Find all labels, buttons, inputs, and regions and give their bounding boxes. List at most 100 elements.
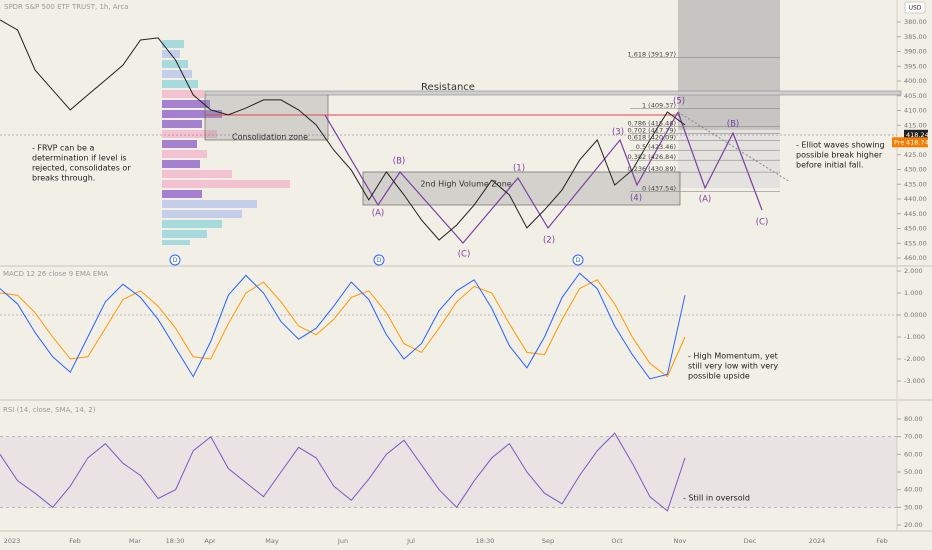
pane-title: RSI (14, close, SMA, 14, 2) [3,406,96,414]
note: - FRVP can be a [32,144,94,153]
wave-label: (C) [458,250,471,260]
dividend-marker [169,254,181,266]
zone-label: 2nd High Volume Zone [420,180,511,189]
x-tick-label: May [265,537,279,545]
note: possible upside [688,372,750,381]
dividend-label: D [173,257,178,264]
x-tick-label: Mar [129,537,142,545]
x-tick-label: Nov [674,537,687,545]
note: - Still in oversold [683,494,750,503]
dividend-marker [572,254,584,266]
note: - High Momentum, yet [688,352,778,361]
y-tick-label: 50.00 [904,468,923,476]
note: still very low with very [688,362,778,371]
fib-label: 0.702 (417.79) [628,126,677,134]
elliott-wave [324,111,679,244]
wave-label: (A) [372,209,384,219]
x-tick-label: 18:30 [476,537,495,545]
x-tick-label: Feb [876,537,888,545]
note: - Elliot waves showing [796,141,885,150]
y-tick-label: 0.0000 [904,311,927,319]
x-tick-label: 18:30 [166,537,185,545]
y-tick-label: 410.00 [904,107,927,115]
y-tick-label: 380.00 [904,18,927,26]
y-tick-label: 425.00 [904,151,927,159]
currency-badge [904,1,926,14]
wave-label: (C) [756,218,769,228]
y-tick-label: 395.00 [904,62,927,70]
wave-label: (B) [727,120,739,130]
wave-label: (4) [630,194,642,204]
y-tick-label: 415.00 [904,121,927,129]
note: breaks through. [32,174,95,183]
y-tick-label: 40.00 [904,486,923,494]
y-tick-label: 60.00 [904,450,923,458]
currency: USD [909,5,922,12]
pre-price: 418.74 [906,138,929,146]
y-tick-label: 30.00 [904,503,923,511]
projection-box [678,130,780,188]
y-tick-label: 450.00 [904,225,927,233]
signal-line [0,279,686,378]
y-tick-label: 80.00 [904,415,923,423]
wave-label: (2) [543,236,555,246]
symbol-title: SPDR S&P 500 ETF TRUST, 1h, Arca [4,3,128,11]
x-tick-label: Dec [744,537,757,545]
y-tick-label: 390.00 [904,48,927,56]
last-price: 418.24 [906,131,929,139]
note: determination if level is [32,154,127,163]
pane-title: MACD 12 26 close 9 EMA EMA [3,270,108,278]
fib-label: 1.618 (391.97) [628,50,677,58]
y-tick-label: 385.00 [904,33,927,41]
wave-label: (1) [513,164,525,174]
y-tick-label: 20.00 [904,521,923,529]
dividend-label: D [377,257,382,264]
price-line [0,19,686,241]
note: rejected, consolidates or [32,164,131,173]
consolidation-zone [204,92,329,141]
x-tick-label: Jun [337,537,348,545]
fib-label: 0 (437.54) [642,185,676,193]
y-tick-label: -3.000 [904,377,925,385]
y-tick-label: -2.000 [904,355,925,363]
fib-label: 0.618 (420.09) [628,133,677,141]
y-tick-label: 460.00 [904,254,927,262]
fib-label: 0.382 (426.84) [628,153,677,161]
y-tick-label: 1.000 [904,289,923,297]
x-tick-label: 2024 [809,537,826,545]
wave-label: (A) [699,195,711,205]
x-tick-label: Sep [542,537,554,545]
fib-label: 0.786 (415.46) [628,120,677,128]
y-tick-label: 400.00 [904,77,927,85]
last-price-badge [904,129,928,140]
note: possible break higher [796,151,883,160]
y-tick-label: 430.00 [904,166,927,174]
y-tick-label: 2.000 [904,267,923,275]
zone-label: Resistance [421,82,475,93]
y-tick-label: 440.00 [904,195,927,203]
y-tick-label: 455.00 [904,239,927,247]
macd-line [0,272,686,380]
x-tick-label: Oct [611,537,623,545]
wave-label: (B) [393,157,405,167]
wave-label: (3) [612,128,624,138]
zone-label: Consolidation zone [232,133,308,142]
y-tick-label: 445.00 [904,210,927,218]
pre-price-badge [892,137,928,148]
fib-label: 0.5 (423.46) [636,143,676,151]
resistance-line [204,90,902,96]
projection-box [678,0,780,130]
rsi-line [0,432,686,512]
x-tick-label: Feb [69,537,81,545]
wave-label: (5) [673,97,685,107]
x-tick-label: Apr [204,537,216,545]
y-tick-label: 405.00 [904,92,927,100]
x-tick-label: 2023 [4,537,21,545]
y-tick-label: 70.00 [904,433,923,441]
y-tick-label: 435.00 [904,180,927,188]
rsi-band [0,436,897,508]
x-tick-label: Jul [406,537,415,545]
volume-profile [162,40,290,245]
dividend-marker [373,254,385,266]
